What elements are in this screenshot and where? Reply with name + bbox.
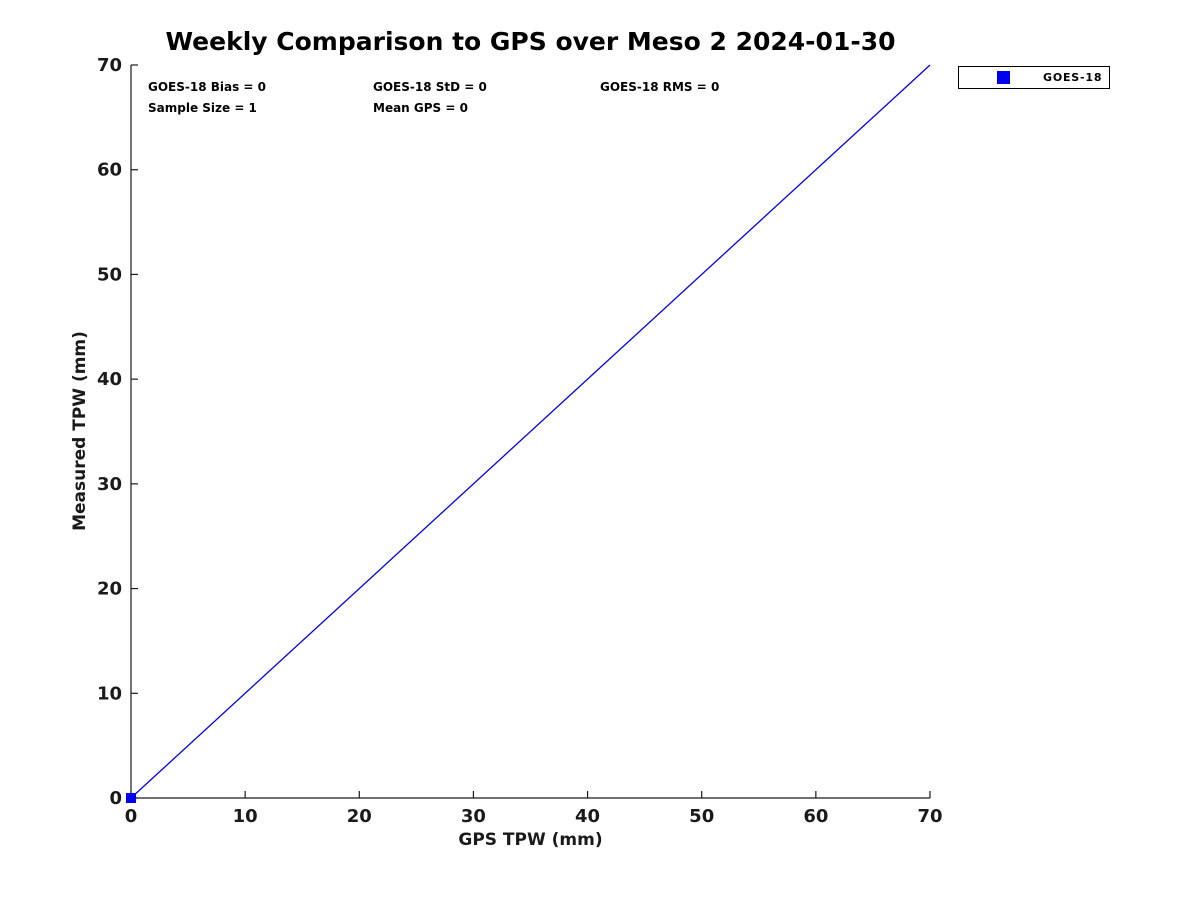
legend-box: GOES-18 bbox=[958, 66, 1110, 89]
y-tick-label: 70 bbox=[97, 55, 122, 76]
stat-std: GOES-18 StD = 0 bbox=[373, 80, 487, 94]
x-tick-label: 30 bbox=[461, 806, 486, 827]
legend-entry-label: GOES-18 bbox=[1043, 71, 1103, 84]
legend-square-marker-icon bbox=[997, 71, 1010, 84]
y-tick-label: 60 bbox=[97, 160, 122, 181]
x-tick-label: 70 bbox=[917, 806, 942, 827]
x-tick-label: 40 bbox=[575, 806, 600, 827]
x-tick-label: 10 bbox=[233, 806, 258, 827]
y-axis-label: Measured TPW (mm) bbox=[70, 331, 90, 531]
y-tick-label: 40 bbox=[97, 369, 122, 390]
x-tick-label: 60 bbox=[803, 806, 828, 827]
stat-rms: GOES-18 RMS = 0 bbox=[600, 80, 720, 94]
y-tick-label: 30 bbox=[97, 474, 122, 495]
stat-bias: GOES-18 Bias = 0 bbox=[148, 80, 267, 94]
x-tick-label: 20 bbox=[347, 806, 372, 827]
y-tick-label: 10 bbox=[97, 683, 122, 704]
stat-mean-gps: Mean GPS = 0 bbox=[373, 101, 468, 115]
identity-line bbox=[130, 64, 931, 799]
y-tick-label: 20 bbox=[97, 579, 122, 600]
x-tick-label: 0 bbox=[125, 806, 138, 827]
y-tick-label: 50 bbox=[97, 264, 122, 285]
y-tick-label: 0 bbox=[109, 788, 122, 809]
x-tick-label: 50 bbox=[689, 806, 714, 827]
x-axis-label: GPS TPW (mm) bbox=[458, 830, 603, 850]
stat-sample-size: Sample Size = 1 bbox=[148, 101, 257, 115]
chart-title: Weekly Comparison to GPS over Meso 2 202… bbox=[165, 27, 896, 56]
data-point-marker bbox=[126, 793, 136, 803]
